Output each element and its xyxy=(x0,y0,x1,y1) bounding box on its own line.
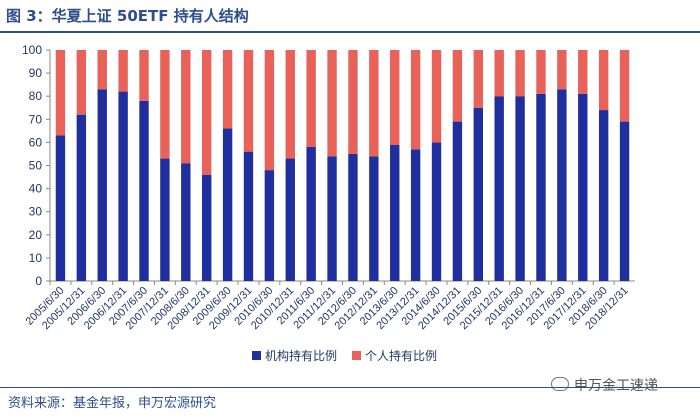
bar-institutional xyxy=(264,170,275,281)
footer-divider xyxy=(0,387,700,388)
y-tick-label: 0 xyxy=(35,274,42,288)
y-tick-label: 90 xyxy=(29,66,43,80)
y-tick-label: 50 xyxy=(29,159,43,173)
bar-individual xyxy=(306,50,316,148)
bar-individual xyxy=(118,50,128,92)
bar-individual xyxy=(201,50,212,175)
bar-individual xyxy=(369,50,379,157)
bar-individual xyxy=(181,50,191,164)
bar-institutional xyxy=(139,100,149,281)
bar-individual xyxy=(97,50,107,90)
bar-institutional xyxy=(536,93,546,281)
y-tick-label: 100 xyxy=(22,43,42,57)
bar-individual xyxy=(619,50,630,122)
bar-institutional xyxy=(285,158,295,281)
bar-individual xyxy=(557,50,567,90)
bar-institutional xyxy=(452,121,463,281)
y-tick-label: 80 xyxy=(29,89,43,103)
bar-individual xyxy=(431,50,442,143)
bar-institutional xyxy=(369,156,379,281)
bar-institutional xyxy=(557,89,567,281)
watermark: 申万金工速递 xyxy=(551,375,658,395)
bar-individual xyxy=(410,50,421,150)
wechat-icon xyxy=(551,377,569,391)
bar-institutional xyxy=(578,93,588,281)
legend-label: 个人持有比例 xyxy=(365,348,437,363)
bar-individual xyxy=(55,50,66,136)
stacked-bar-chart: 01020304050607080901002005/6/302005/12/3… xyxy=(22,43,635,363)
bar-institutional xyxy=(222,128,233,281)
bar-individual xyxy=(494,50,504,97)
legend-label: 机构持有比例 xyxy=(265,348,337,363)
legend-swatch xyxy=(252,351,261,360)
source-note: 资料来源：基金年报，申万宏源研究 xyxy=(8,396,217,411)
bar-individual xyxy=(160,50,170,159)
bar-institutional xyxy=(515,96,525,281)
bar-institutional xyxy=(118,91,128,281)
y-tick-label: 30 xyxy=(29,205,43,219)
bar-institutional xyxy=(410,149,421,281)
bar-individual xyxy=(452,50,463,122)
bar-institutional xyxy=(243,151,254,281)
y-tick-label: 70 xyxy=(29,112,43,126)
bar-institutional xyxy=(327,156,337,281)
title-divider xyxy=(0,31,700,33)
bar-individual xyxy=(243,50,254,152)
bar-individual xyxy=(285,50,295,159)
bar-individual xyxy=(473,50,484,108)
bar-individual xyxy=(578,50,588,94)
bar-institutional xyxy=(494,96,504,281)
bar-individual xyxy=(390,50,400,145)
bar-institutional xyxy=(348,153,358,281)
bar-individual xyxy=(515,50,525,97)
y-tick-label: 40 xyxy=(29,182,43,196)
bar-individual xyxy=(327,50,337,157)
bar-individual xyxy=(264,50,275,171)
bar-institutional xyxy=(390,144,400,281)
y-tick-label: 60 xyxy=(29,135,43,149)
bar-individual xyxy=(139,50,149,101)
figure-title: 图 3：华夏上证 50ETF 持有人结构 xyxy=(6,7,249,25)
bar-institutional xyxy=(76,114,87,282)
bar-institutional xyxy=(55,135,66,281)
bar-institutional xyxy=(431,142,442,281)
bar-institutional xyxy=(598,110,609,281)
bar-institutional xyxy=(619,121,630,281)
bar-institutional xyxy=(181,163,191,281)
bar-institutional xyxy=(306,147,316,281)
watermark-text: 申万金工速递 xyxy=(574,378,658,394)
bar-institutional xyxy=(160,158,170,281)
bar-individual xyxy=(76,50,87,115)
bar-institutional xyxy=(473,107,484,281)
y-tick-label: 20 xyxy=(29,228,43,242)
bar-individual xyxy=(598,50,609,111)
y-tick-label: 10 xyxy=(29,251,43,265)
bar-institutional xyxy=(201,174,212,281)
legend-swatch xyxy=(352,351,361,360)
bar-individual xyxy=(348,50,358,154)
bar-individual xyxy=(222,50,233,129)
bar-individual xyxy=(536,50,546,94)
bar-institutional xyxy=(97,89,107,281)
